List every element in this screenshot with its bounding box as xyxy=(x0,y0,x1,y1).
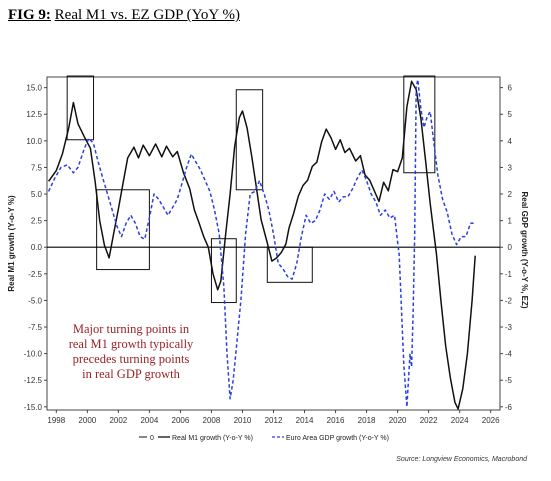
x-tick-label: 2008 xyxy=(203,416,221,425)
annotation-line: in real GDP growth xyxy=(82,367,181,381)
x-tick-label: 2020 xyxy=(389,416,407,425)
x-tick-label: 2018 xyxy=(358,416,376,425)
left-tick-label: -5.0 xyxy=(28,296,42,305)
right-tick-label: 0 xyxy=(508,243,513,252)
legend-m1-label: Real M1 growth (Y-o-Y %) xyxy=(172,435,253,442)
series-line-real-m1 xyxy=(47,80,476,410)
left-tick-label: -15.0 xyxy=(24,403,43,412)
right-tick-label: -1 xyxy=(505,270,513,279)
right-tick-label: 2 xyxy=(508,190,513,199)
right-tick-label: 3 xyxy=(508,163,513,172)
highlight-box xyxy=(266,246,313,283)
right-tick-label: 1 xyxy=(508,217,513,226)
annotation-line: Major turning points in xyxy=(73,322,190,336)
highlight-box xyxy=(210,238,237,304)
left-tick-label: 0.0 xyxy=(31,243,43,252)
series-line-ez-gdp xyxy=(47,78,474,408)
x-tick-label: 2010 xyxy=(234,416,252,425)
left-tick-label: 5.0 xyxy=(31,190,43,199)
right-tick-label: 6 xyxy=(508,84,513,93)
highlight-box xyxy=(66,75,95,141)
x-tick-label: 2022 xyxy=(420,416,438,425)
x-tick-label: 1998 xyxy=(47,416,65,425)
right-tick-label: 5 xyxy=(508,110,513,119)
left-tick-label: 12.5 xyxy=(26,110,42,119)
x-tick-label: 2024 xyxy=(451,416,469,425)
legend: 0 Real M1 growth (Y-o-Y %) Euro Area GDP… xyxy=(139,435,389,442)
highlight-box xyxy=(96,189,150,271)
legend-zero-label: 0 xyxy=(150,435,154,442)
figure-label: FIG 9: xyxy=(8,7,51,23)
x-tick-label: 2000 xyxy=(78,416,96,425)
x-tick-label: 2006 xyxy=(172,416,190,425)
x-tick-label: 2012 xyxy=(265,416,283,425)
left-tick-label: -2.5 xyxy=(28,270,42,279)
x-tick-label: 2002 xyxy=(109,416,127,425)
figure-title-text: Real M1 vs. EZ GDP (YoY %) xyxy=(54,7,240,23)
series-layer xyxy=(47,78,476,410)
axis-ticks: 15.0 12.5 10.0 7.5 5.0 2.5 0.0 -2.5 -5.0 -7.5 -10.… xyxy=(24,84,513,425)
annotation-line: precedes turning points xyxy=(73,352,190,366)
left-tick-label: -10.0 xyxy=(24,350,43,359)
left-tick-label: 2.5 xyxy=(31,217,43,226)
highlight-box xyxy=(403,75,436,174)
x-tick-label: 2004 xyxy=(140,416,158,425)
x-tick-label: 2026 xyxy=(482,416,500,425)
right-axis-label: Real GDP growth (Y-o-Y %, EZ) xyxy=(520,191,529,308)
left-tick-label: 15.0 xyxy=(26,84,42,93)
source-note: Source: Longview Economics, Macrobond xyxy=(396,456,528,463)
right-tick-label: 4 xyxy=(508,137,513,146)
left-tick-label: 10.0 xyxy=(26,137,42,146)
right-tick-label: -4 xyxy=(505,350,513,359)
x-tick-label: 2016 xyxy=(327,416,345,425)
left-tick-label: 7.5 xyxy=(31,163,43,172)
legend-gdp-label: Euro Area GDP growth (Y-o-Y %) xyxy=(286,435,389,442)
annotation-line: real M1 growth typically xyxy=(69,337,194,351)
right-tick-label: -2 xyxy=(505,296,513,305)
x-tick-label: 2014 xyxy=(296,416,314,425)
right-tick-label: -6 xyxy=(505,403,513,412)
left-tick-label: -12.5 xyxy=(24,376,43,385)
right-tick-label: -5 xyxy=(505,376,513,385)
figure-title: FIG 9: Real M1 vs. EZ GDP (YoY %) xyxy=(8,7,240,24)
left-tick-label: -7.5 xyxy=(28,323,42,332)
right-tick-label: -3 xyxy=(505,323,513,332)
left-axis-label: Real M1 growth (Y-o-Y %) xyxy=(7,195,16,292)
